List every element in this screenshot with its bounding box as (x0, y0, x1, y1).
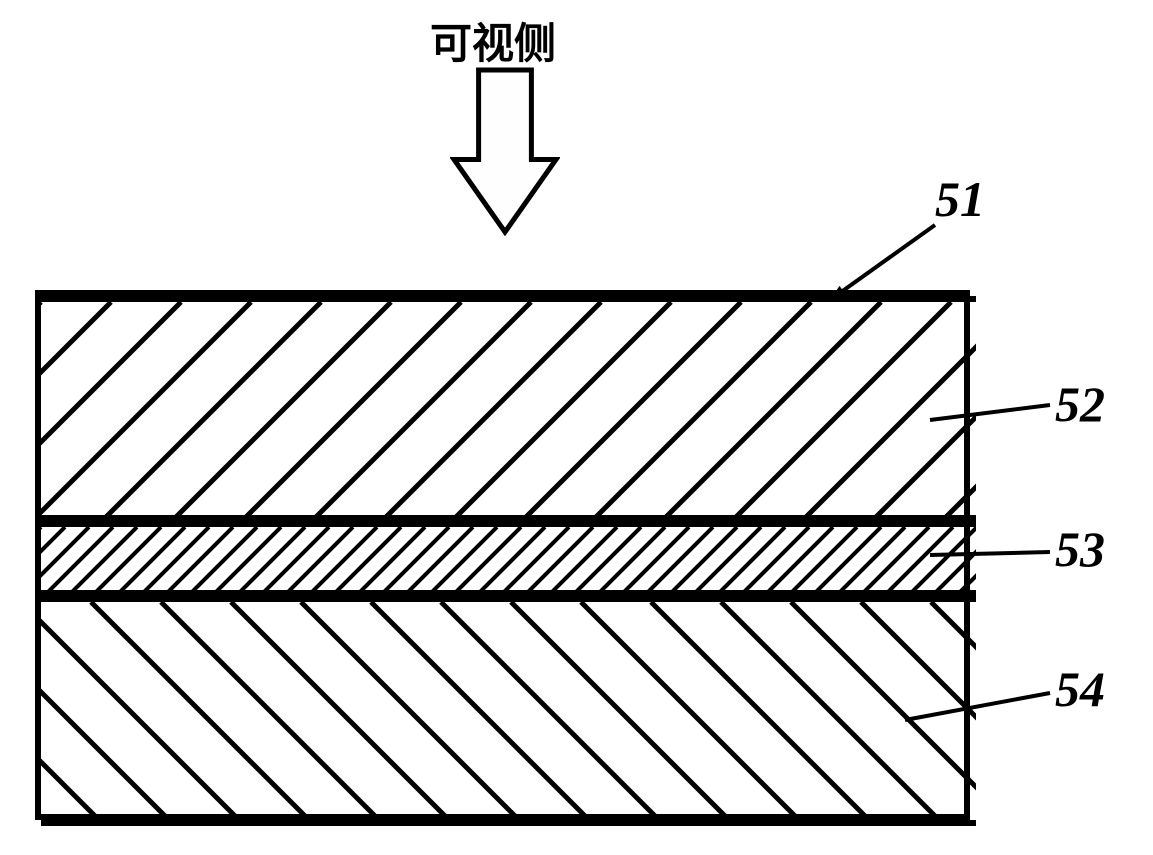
diagram-root: 可视侧 51 52 53 54 (0, 0, 1153, 855)
layer-label-52: 52 (1055, 375, 1105, 433)
layer-label-54: 54 (1055, 660, 1105, 718)
layer-label-53: 53 (1055, 520, 1105, 578)
layer-leader-lines (0, 0, 1153, 855)
